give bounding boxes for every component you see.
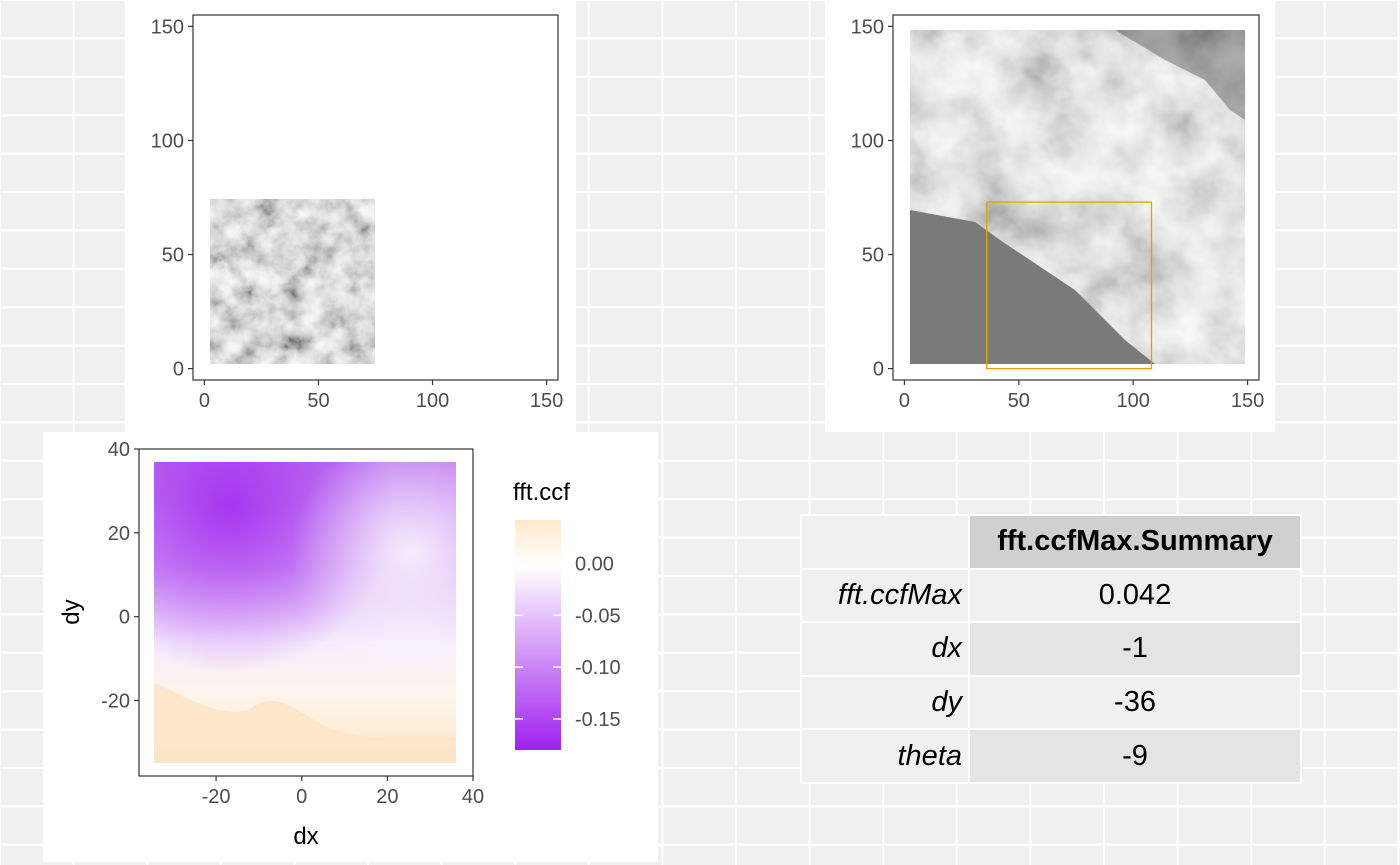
x-tick-label: 50 xyxy=(307,390,329,412)
row-value: 0.042 xyxy=(968,567,1302,624)
ccf-plot: -20 0 20 40 -20 0 20 40 dx dy fft.ccf 0.00 -0.05… xyxy=(58,439,621,850)
x-tick-label: 50 xyxy=(1008,390,1030,412)
y-tick-label: 50 xyxy=(162,245,184,267)
reference-surface-image xyxy=(210,199,375,364)
y-tick-label: 150 xyxy=(151,16,184,38)
table-row: theta -9 xyxy=(800,728,1302,784)
table-row: dx -1 xyxy=(800,621,1302,677)
x-tick-label: 0 xyxy=(296,786,307,808)
table-corner-cell xyxy=(800,514,970,570)
summary-table: fft.ccfMax.Summary fft.ccfMax 0.042 dx -… xyxy=(800,514,1302,784)
x-tick-label: 20 xyxy=(376,786,398,808)
y-tick-label: 50 xyxy=(862,245,884,267)
target-plot: 0 50 100 150 0 50 100 150 xyxy=(851,14,1264,412)
target-missing-region xyxy=(910,210,1155,364)
x-tick-label: 100 xyxy=(416,390,449,412)
x-tick-label: 0 xyxy=(899,390,910,412)
reference-plot-panel: 0 50 100 150 0 50 100 150 xyxy=(125,0,576,432)
x-axis-label: dx xyxy=(293,823,318,850)
x-tick-label: 0 xyxy=(199,390,210,412)
legend-label: 0.00 xyxy=(575,554,614,576)
x-tick-label: 40 xyxy=(462,786,484,808)
y-axis-label: dy xyxy=(58,599,85,624)
x-tick-label: 100 xyxy=(1117,390,1150,412)
target-dark-edge xyxy=(1115,30,1245,120)
y-tick-label: 0 xyxy=(173,359,184,381)
x-tick-label: 150 xyxy=(1231,390,1264,412)
row-label: dx xyxy=(800,621,970,677)
legend-colorbar xyxy=(515,520,561,750)
y-tick-label: 100 xyxy=(851,130,884,152)
row-value: -36 xyxy=(968,674,1302,731)
x-tick-label: -20 xyxy=(202,786,231,808)
target-plot-panel: 0 50 100 150 0 50 100 150 xyxy=(825,0,1275,432)
legend-title: fft.ccf xyxy=(513,479,570,506)
y-tick-label: 100 xyxy=(151,130,184,152)
y-tick-label: 20 xyxy=(108,523,130,545)
row-label: fft.ccfMax xyxy=(800,567,970,624)
ccf-heatmap xyxy=(154,462,456,763)
reference-plot: 0 50 100 150 0 50 100 150 xyxy=(151,14,563,412)
legend-label: -0.10 xyxy=(575,657,621,679)
y-tick-label: -20 xyxy=(101,691,130,713)
x-tick-label: 150 xyxy=(530,390,563,412)
row-label: theta xyxy=(800,728,970,784)
table-row: dy -36 xyxy=(800,674,1302,731)
y-tick-label: 150 xyxy=(851,16,884,38)
ccf-plot-panel: -20 0 20 40 -20 0 20 40 dx dy fft.ccf 0.00 -0.05… xyxy=(43,432,658,862)
legend-label: -0.15 xyxy=(575,709,621,731)
y-tick-label: 0 xyxy=(873,359,884,381)
y-tick-label: 40 xyxy=(108,439,130,461)
legend-label: -0.05 xyxy=(575,605,621,627)
table-header: fft.ccfMax.Summary xyxy=(968,514,1302,570)
row-value: -9 xyxy=(968,728,1302,784)
table-row: fft.ccfMax 0.042 xyxy=(800,567,1302,624)
row-label: dy xyxy=(800,674,970,731)
y-tick-label: 0 xyxy=(119,607,130,629)
matched-region-box xyxy=(986,201,1153,370)
row-value: -1 xyxy=(968,621,1302,677)
